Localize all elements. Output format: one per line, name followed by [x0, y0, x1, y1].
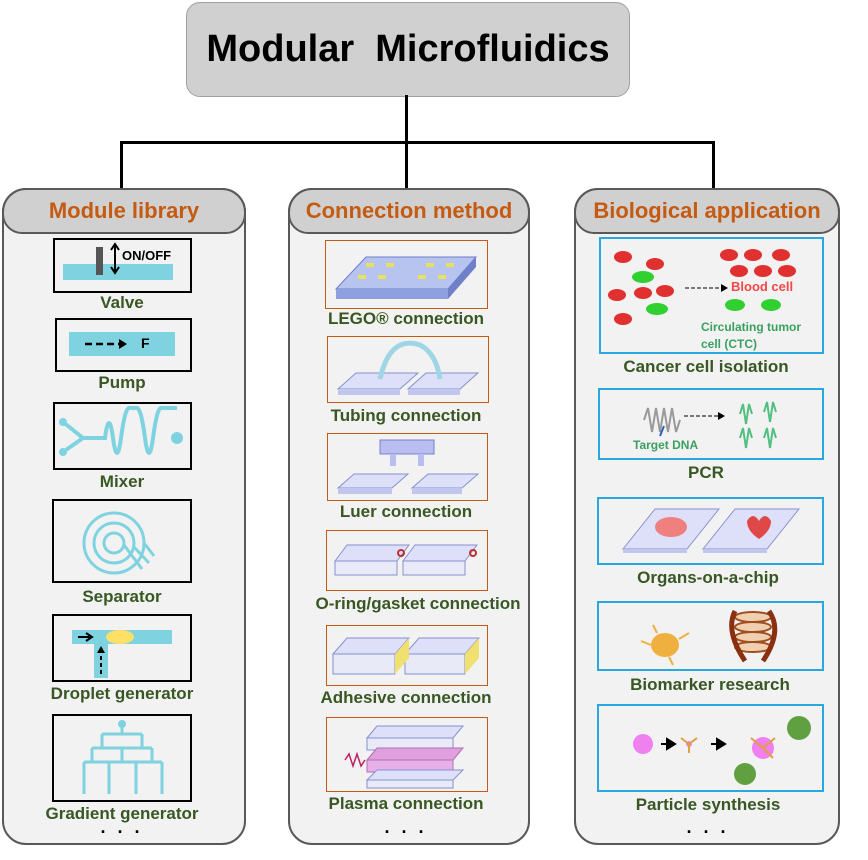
connector-middle — [405, 141, 408, 189]
valve-label: Valve — [100, 293, 144, 312]
droplet-generator-label: Droplet generator — [50, 684, 194, 703]
organs-on-a-chip-diagram — [597, 497, 824, 565]
target-dna-annotation: Target DNA — [633, 438, 699, 452]
connection-method-header: Connection method — [288, 188, 530, 234]
cancer-cell-isolation-diagram: Blood cell Circulating tumor cell (CTC) — [599, 237, 824, 354]
connector-left — [120, 141, 123, 189]
connector-bar — [120, 141, 715, 144]
pcr-diagram: Target DNA — [598, 388, 824, 460]
separator-diagram — [52, 499, 192, 583]
organs-on-a-chip-label: Organs-on-a-chip — [637, 568, 779, 587]
pcr-label: PCR — [688, 463, 724, 482]
valve-on-off-label: ON/OFF — [122, 248, 172, 263]
pump-diagram: F — [55, 318, 192, 372]
connector-trunk — [405, 95, 408, 143]
adhesive-connection-diagram — [326, 625, 488, 686]
blood-cell-annotation: Blood cell — [731, 279, 794, 294]
mixer-label: Mixer — [99, 472, 145, 491]
tubing-connection-diagram — [327, 336, 489, 403]
adhesive-connection-label: Adhesive connection — [320, 688, 492, 707]
valve-diagram: ON/OFF — [53, 238, 192, 293]
particle-synthesis-diagram — [597, 704, 824, 792]
oring-gasket-connection-diagram — [326, 530, 488, 591]
luer-connection-label: Luer connection — [339, 502, 473, 521]
gradient-generator-diagram — [52, 714, 192, 802]
particle-synthesis-label: Particle synthesis — [635, 795, 781, 814]
biomarker-research-diagram — [597, 601, 824, 671]
lego-connection-label: LEGO® connection — [327, 309, 485, 328]
separator-label: Separator — [82, 587, 162, 606]
lego-connection-diagram — [325, 240, 488, 309]
plasma-connection-diagram — [326, 717, 488, 792]
plasma-connection-label: Plasma connection — [328, 794, 484, 813]
pump-force-label: F — [141, 335, 150, 351]
mixer-diagram — [53, 402, 192, 470]
gradient-generator-label: Gradient generator — [45, 804, 199, 823]
more-modules-ellipsis: · · · — [100, 822, 144, 842]
oring-gasket-connection-label: O-ring/gasket connection — [315, 594, 521, 613]
cancer-cell-isolation-label: Cancer cell isolation — [623, 357, 789, 376]
diagram-title: Modular Microfluidics — [186, 2, 630, 97]
pump-label: Pump — [98, 373, 146, 392]
module-library-header: Module library — [2, 188, 246, 234]
ctc-annotation: Circulating tumor cell (CTC) — [701, 320, 802, 351]
more-connections-ellipsis: · · · — [384, 822, 428, 842]
more-applications-ellipsis: · · · — [686, 822, 730, 842]
biological-application-header: Biological application — [574, 188, 840, 234]
droplet-generator-diagram — [52, 614, 192, 682]
tubing-connection-label: Tubing connection — [330, 406, 482, 425]
biomarker-research-label: Biomarker research — [630, 675, 790, 694]
connector-right — [712, 141, 715, 189]
luer-connection-diagram — [327, 433, 488, 501]
